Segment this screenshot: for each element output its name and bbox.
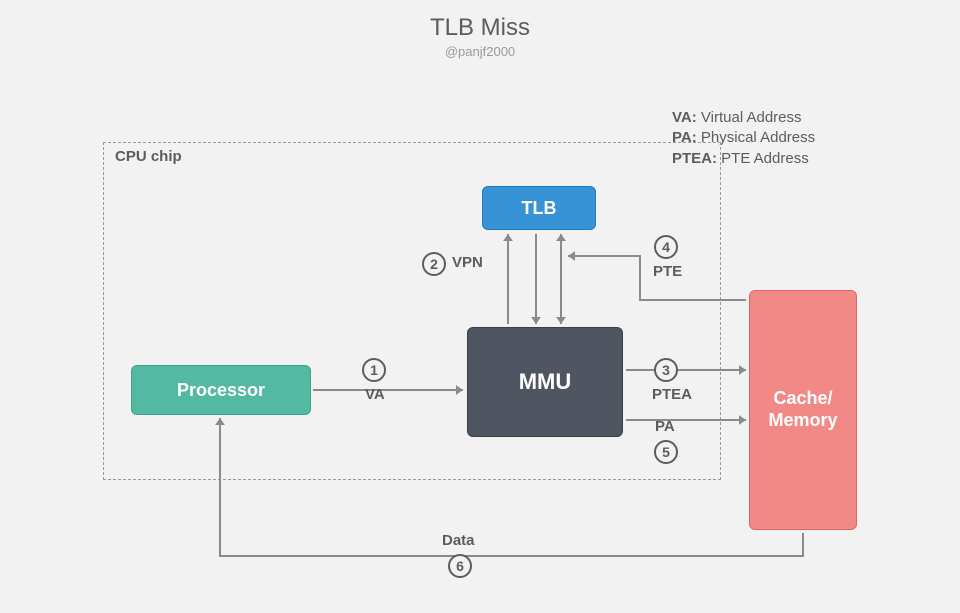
step-6-label: Data	[442, 532, 475, 549]
step-6-num: 6	[456, 558, 464, 574]
step-1-circle: 1	[362, 358, 386, 382]
step-5-label: PA	[655, 418, 675, 435]
legend-row: VA: Virtual Address	[672, 108, 815, 128]
processor-label: Processor	[177, 380, 265, 401]
step-2-num: 2	[430, 256, 438, 272]
step-4-circle: 4	[654, 235, 678, 259]
step-4-num: 4	[662, 239, 670, 255]
processor-block: Processor	[131, 365, 311, 415]
mmu-label: MMU	[519, 369, 572, 395]
step-1-num: 1	[370, 362, 378, 378]
page-title: TLB Miss	[0, 14, 960, 42]
page-subtitle: @panjf2000	[0, 44, 960, 59]
step-3-label: PTEA	[652, 386, 692, 403]
legend-term: VA:	[672, 109, 697, 126]
tlb-label: TLB	[522, 198, 557, 219]
step-2-circle: 2	[422, 252, 446, 276]
mmu-block: MMU	[467, 327, 623, 437]
cpu-chip-box	[103, 142, 721, 480]
cpu-chip-label: CPU chip	[115, 148, 182, 165]
step-4-label: PTE	[653, 263, 682, 280]
tlb-block: TLB	[482, 186, 596, 230]
legend-def: Virtual Address	[697, 109, 802, 126]
step-3-circle: 3	[654, 358, 678, 382]
step-1-label: VA	[365, 386, 385, 403]
step-3-num: 3	[662, 362, 670, 378]
legend-def: PTE Address	[717, 150, 809, 167]
step-6-circle: 6	[448, 554, 472, 578]
step-5-num: 5	[662, 444, 670, 460]
step-2-label: VPN	[452, 254, 483, 271]
cache-memory-block: Cache/ Memory	[749, 290, 857, 530]
step-5-circle: 5	[654, 440, 678, 464]
cache-memory-label: Cache/ Memory	[768, 388, 837, 431]
